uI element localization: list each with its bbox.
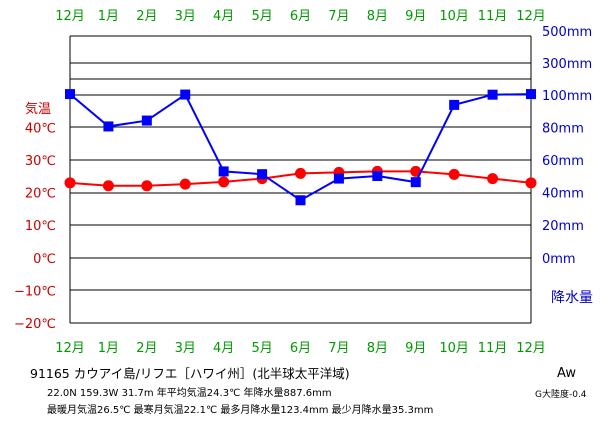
temperature-point	[448, 168, 460, 180]
temperature-point	[525, 177, 537, 189]
month-label-top: 9月	[405, 9, 426, 24]
temperature-point	[141, 180, 153, 192]
left-tick-label: −20℃	[14, 317, 56, 332]
precipitation-point	[487, 89, 498, 100]
station-extremes-line: 最暖月気温26.5℃ 最寒月気温22.1℃ 最多月降水量123.4mm 最少月降…	[47, 405, 434, 416]
month-label-top: 3月	[175, 9, 196, 24]
month-label-top: 12月	[516, 9, 546, 24]
temperature-point	[218, 176, 230, 188]
right-tick-label: 80mm	[542, 121, 584, 136]
right-axis-title: 降水量	[551, 290, 593, 306]
precipitation-point	[180, 89, 191, 100]
precipitation-line	[69, 93, 532, 202]
month-label-bottom: 3月	[175, 341, 196, 356]
right-tick-label: 100mm	[542, 89, 592, 104]
month-label-bottom: 9月	[405, 341, 426, 356]
right-tick-label: 60mm	[542, 154, 584, 169]
precipitation-point	[218, 166, 229, 177]
month-label-top: 1月	[98, 9, 119, 24]
month-label-top: 5月	[251, 9, 272, 24]
precipitation-point	[65, 89, 75, 100]
precipitation-point	[103, 121, 114, 132]
month-label-top: 2月	[136, 9, 157, 24]
temperature-point	[179, 178, 191, 190]
month-label-bottom: 11月	[478, 341, 508, 356]
month-label-bottom: 5月	[251, 341, 272, 356]
month-label-top: 10月	[439, 9, 469, 24]
left-tick-label: 20℃	[25, 187, 56, 202]
left-tick-label: 30℃	[25, 154, 56, 169]
month-label-top: 11月	[478, 9, 508, 24]
month-label-top: 6月	[290, 9, 311, 24]
precipitation-point	[295, 195, 306, 206]
precipitation-point	[141, 115, 152, 126]
month-label-top: 8月	[367, 9, 388, 24]
left-axis-title: 気温	[25, 101, 51, 117]
month-label-bottom: 6月	[290, 341, 311, 356]
climate-class-label: Aw	[557, 366, 576, 381]
right-tick-label: 40mm	[542, 187, 584, 202]
precipitation-point	[333, 173, 344, 184]
station-title: 91165 カウアイ島/リフエ［ハワイ州］(北半球太平洋域)	[30, 366, 350, 381]
temperature-point	[64, 177, 76, 189]
temperature-point	[295, 167, 306, 179]
precipitation-point	[372, 170, 383, 181]
left-tick-label: 40℃	[25, 121, 56, 136]
month-label-bottom: 4月	[213, 341, 234, 356]
month-label-bottom: 7月	[328, 341, 349, 356]
continentality-label: G大陸度-0.4	[535, 390, 587, 400]
temperature-point	[410, 165, 422, 177]
month-label-bottom: 8月	[367, 341, 388, 356]
precipitation-point	[410, 177, 421, 188]
right-tick-label: 0mm	[542, 252, 576, 267]
temperature-point	[102, 180, 114, 192]
month-label-bottom: 10月	[439, 341, 469, 356]
station-summary-line: 22.0N 159.3W 31.7m 年平均気温24.3℃ 年降水量887.6m…	[47, 388, 332, 399]
month-label-bottom: 12月	[516, 341, 546, 356]
left-tick-label: −10℃	[14, 284, 56, 299]
left-tick-label: 10℃	[25, 219, 56, 234]
month-label-bottom: 1月	[98, 341, 119, 356]
month-label-top: 4月	[213, 9, 234, 24]
left-tick-label: 0℃	[33, 252, 56, 267]
temperature-point	[487, 173, 499, 185]
right-tick-label: 20mm	[542, 219, 584, 234]
month-label-bottom: 12月	[55, 341, 85, 356]
month-label-top: 12月	[55, 9, 85, 24]
precipitation-point	[257, 169, 268, 180]
precipitation-point	[526, 89, 536, 100]
right-tick-label: 300mm	[542, 57, 592, 72]
right-tick-label: 500mm	[542, 25, 592, 40]
precipitation-point	[449, 99, 460, 110]
month-label-bottom: 2月	[136, 341, 157, 356]
month-label-top: 7月	[328, 9, 349, 24]
